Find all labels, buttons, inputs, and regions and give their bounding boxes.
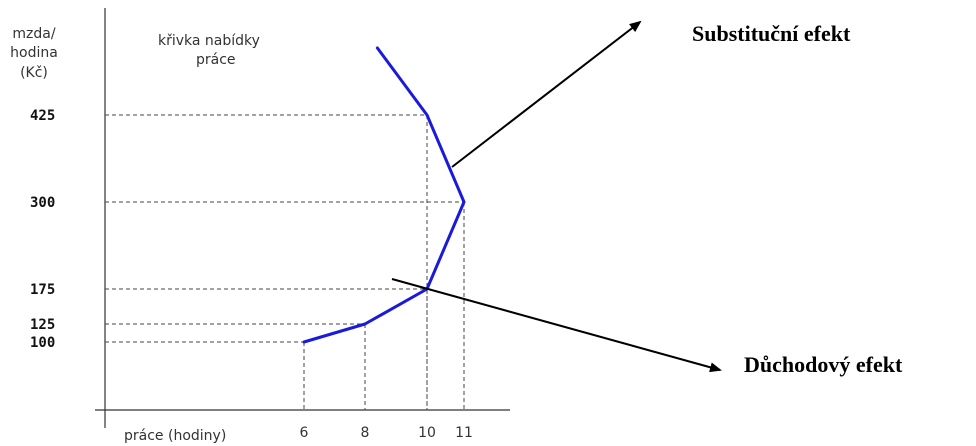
y-tick-label-1: 300 [30,195,55,211]
x-tick-label-0: 6 [300,425,309,441]
y-tick-label-3: 125 [30,317,55,333]
income-effect-label: Důchodový efekt [744,352,903,377]
y-tick-label-2: 175 [30,282,55,298]
y-axis-label-line-1: mzda/ [12,26,55,42]
y-axis-label-line-3: (Kč) [20,65,48,81]
y-axis-label-line-2: hodina [10,45,58,61]
labor-supply-curve-0 [302,46,466,344]
curve-label-line-1: křivka nabídky [158,33,260,49]
income-effect-arrow [391,278,722,373]
substitution-effect-label: Substituční efekt [692,21,851,46]
x-tick-label-3: 11 [455,425,473,441]
y-tick-label-4: 100 [30,335,55,351]
series-layer [302,46,466,344]
curve-label-line-2: práce [196,52,236,68]
tick-labels: 425 300 175 125 100 6 8 10 11 [30,108,473,441]
substitution-effect-arrow [451,20,642,168]
x-tick-label-1: 8 [361,425,370,441]
x-tick-label-2: 10 [418,425,436,441]
x-axis-label: práce (hodiny) [124,428,226,444]
guide-lines [105,114,465,410]
y-tick-label-0: 425 [30,108,55,124]
